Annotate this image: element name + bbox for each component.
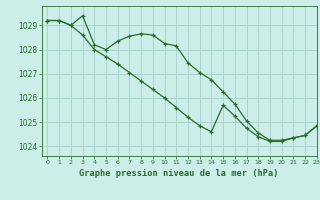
X-axis label: Graphe pression niveau de la mer (hPa): Graphe pression niveau de la mer (hPa) — [79, 169, 279, 178]
